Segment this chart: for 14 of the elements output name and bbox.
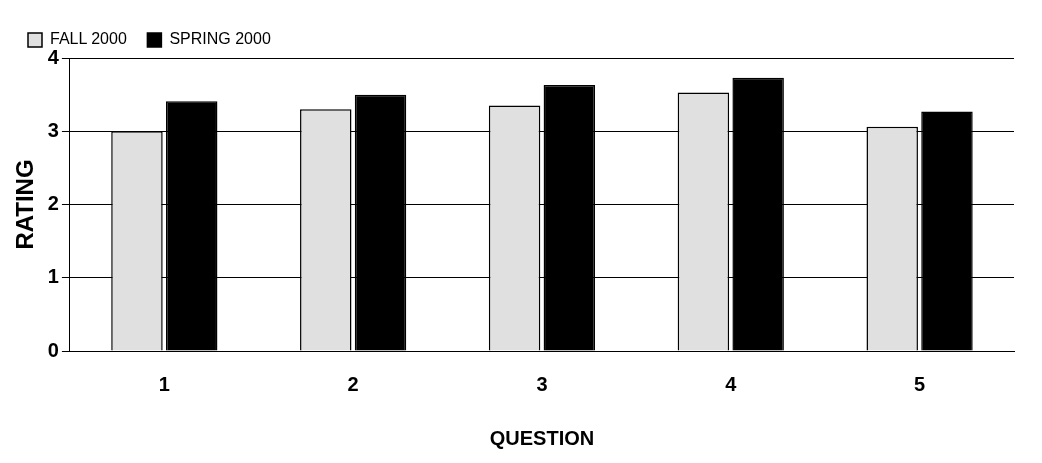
y-tick-label: 2: [47, 192, 59, 215]
y-tick-label: 1: [47, 265, 59, 288]
y-axis-title: RATING: [11, 159, 39, 250]
y-tick-label: 3: [47, 118, 59, 141]
y-tick-label: 0: [47, 338, 59, 361]
legend-label: FALL 2000: [50, 30, 127, 48]
x-tick-label: 4: [725, 372, 738, 395]
x-tick-label: 1: [158, 372, 170, 395]
x-tick-label: 2: [347, 372, 359, 395]
y-tick-label: 4: [47, 45, 60, 68]
x-axis-title: QUESTION: [489, 426, 595, 449]
legend-label: SPRING 2000: [169, 30, 271, 48]
x-tick-label: 3: [536, 372, 548, 395]
x-tick-label: 5: [914, 372, 926, 395]
